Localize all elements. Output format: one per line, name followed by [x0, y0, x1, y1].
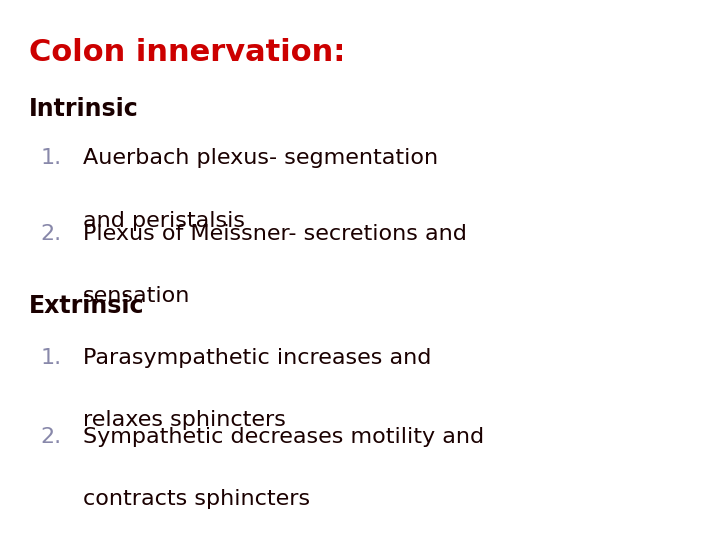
Text: Extrinsic: Extrinsic [29, 294, 144, 318]
Text: 2.: 2. [40, 224, 61, 244]
Text: sensation: sensation [83, 286, 190, 306]
Text: Colon innervation:: Colon innervation: [29, 38, 345, 67]
Text: 2.: 2. [40, 427, 61, 447]
Text: contracts sphincters: contracts sphincters [83, 489, 310, 509]
Text: Sympathetic decreases motility and: Sympathetic decreases motility and [83, 427, 484, 447]
Text: and peristalsis: and peristalsis [83, 211, 245, 231]
Text: Parasympathetic increases and: Parasympathetic increases and [83, 348, 431, 368]
Text: Intrinsic: Intrinsic [29, 97, 138, 121]
Text: 1.: 1. [40, 148, 61, 168]
Text: Plexus of Meissner- secretions and: Plexus of Meissner- secretions and [83, 224, 467, 244]
Text: Auerbach plexus- segmentation: Auerbach plexus- segmentation [83, 148, 438, 168]
Text: 1.: 1. [40, 348, 61, 368]
Text: relaxes sphincters: relaxes sphincters [83, 410, 286, 430]
